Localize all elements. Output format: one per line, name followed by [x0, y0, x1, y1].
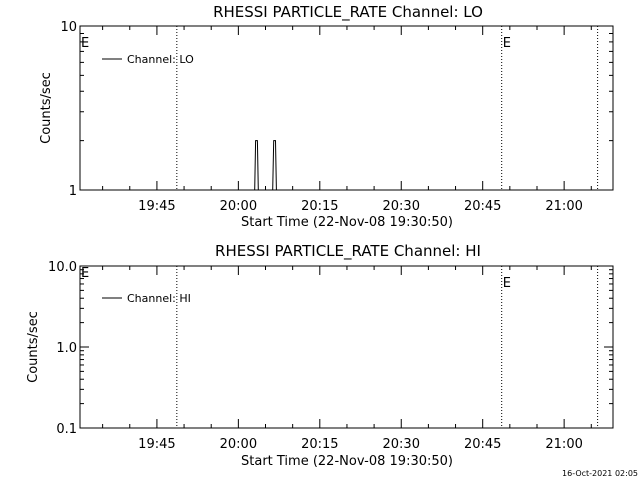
- y-tick-label: 10.0: [48, 260, 77, 275]
- chart-title: RHESSI PARTICLE_RATE Channel: HI: [215, 242, 481, 261]
- legend-entry: Channel: HI: [127, 292, 191, 305]
- y-tick-label: 10: [60, 20, 77, 35]
- y-tick-label: 1: [69, 184, 77, 199]
- x-tick-label: 20:30: [383, 199, 420, 214]
- generated-timestamp: 16-Oct-2021 02:05: [562, 469, 638, 478]
- x-tick-label: 20:15: [301, 437, 338, 452]
- x-tick-label: 21:00: [545, 437, 582, 452]
- event-label: E: [503, 36, 511, 51]
- event-lines: E: [176, 26, 599, 190]
- x-axis-label: Start Time (22-Nov-08 19:30:50): [241, 454, 453, 469]
- edge-event-label: E: [81, 36, 89, 51]
- y-axis-ticks: 0.1 1.0 10.0: [48, 260, 613, 437]
- x-axis-label: Start Time (22-Nov-08 19:30:50): [241, 215, 453, 230]
- plot-frame: [79, 265, 614, 429]
- x-tick-label: 20:15: [301, 199, 338, 214]
- event-lines: E: [176, 266, 599, 428]
- x-tick-label: 19:45: [138, 199, 175, 214]
- x-tick-label: 21:00: [545, 199, 582, 214]
- legend: Channel: LO: [102, 53, 194, 66]
- x-axis-ticks: 19:45 20:00 20:15 20:30 20:45 21:00: [102, 26, 592, 214]
- event-label: E: [503, 276, 511, 291]
- y-tick-label: 1.0: [56, 341, 77, 356]
- y-axis-label: Counts/sec: [26, 311, 41, 383]
- edge-event-label: E: [81, 266, 89, 281]
- x-tick-label: 20:00: [220, 437, 257, 452]
- chart-panel-lo: RHESSI PARTICLE_RATE Channel: LO Counts/…: [39, 3, 614, 230]
- x-tick-label: 20:45: [464, 199, 501, 214]
- y-axis-label: Counts/sec: [39, 72, 54, 144]
- x-tick-label: 19:45: [138, 437, 175, 452]
- legend-entry: Channel: LO: [127, 53, 194, 66]
- x-tick-label: 20:00: [220, 199, 257, 214]
- series-lines: [254, 140, 277, 191]
- y-tick-label: 0.1: [56, 422, 77, 437]
- series-line: [254, 140, 277, 191]
- chart-title: RHESSI PARTICLE_RATE Channel: LO: [213, 3, 483, 22]
- y-axis-ticks: 1 10: [60, 20, 613, 199]
- x-tick-label: 20:30: [383, 437, 420, 452]
- legend: Channel: HI: [102, 292, 191, 305]
- x-tick-label: 20:45: [464, 437, 501, 452]
- x-axis-ticks: 19:45 20:00 20:15 20:30 20:45 21:00: [102, 266, 592, 452]
- chart-panel-hi: RHESSI PARTICLE_RATE Channel: HI Counts/…: [26, 242, 614, 469]
- plot-frame: [79, 25, 614, 191]
